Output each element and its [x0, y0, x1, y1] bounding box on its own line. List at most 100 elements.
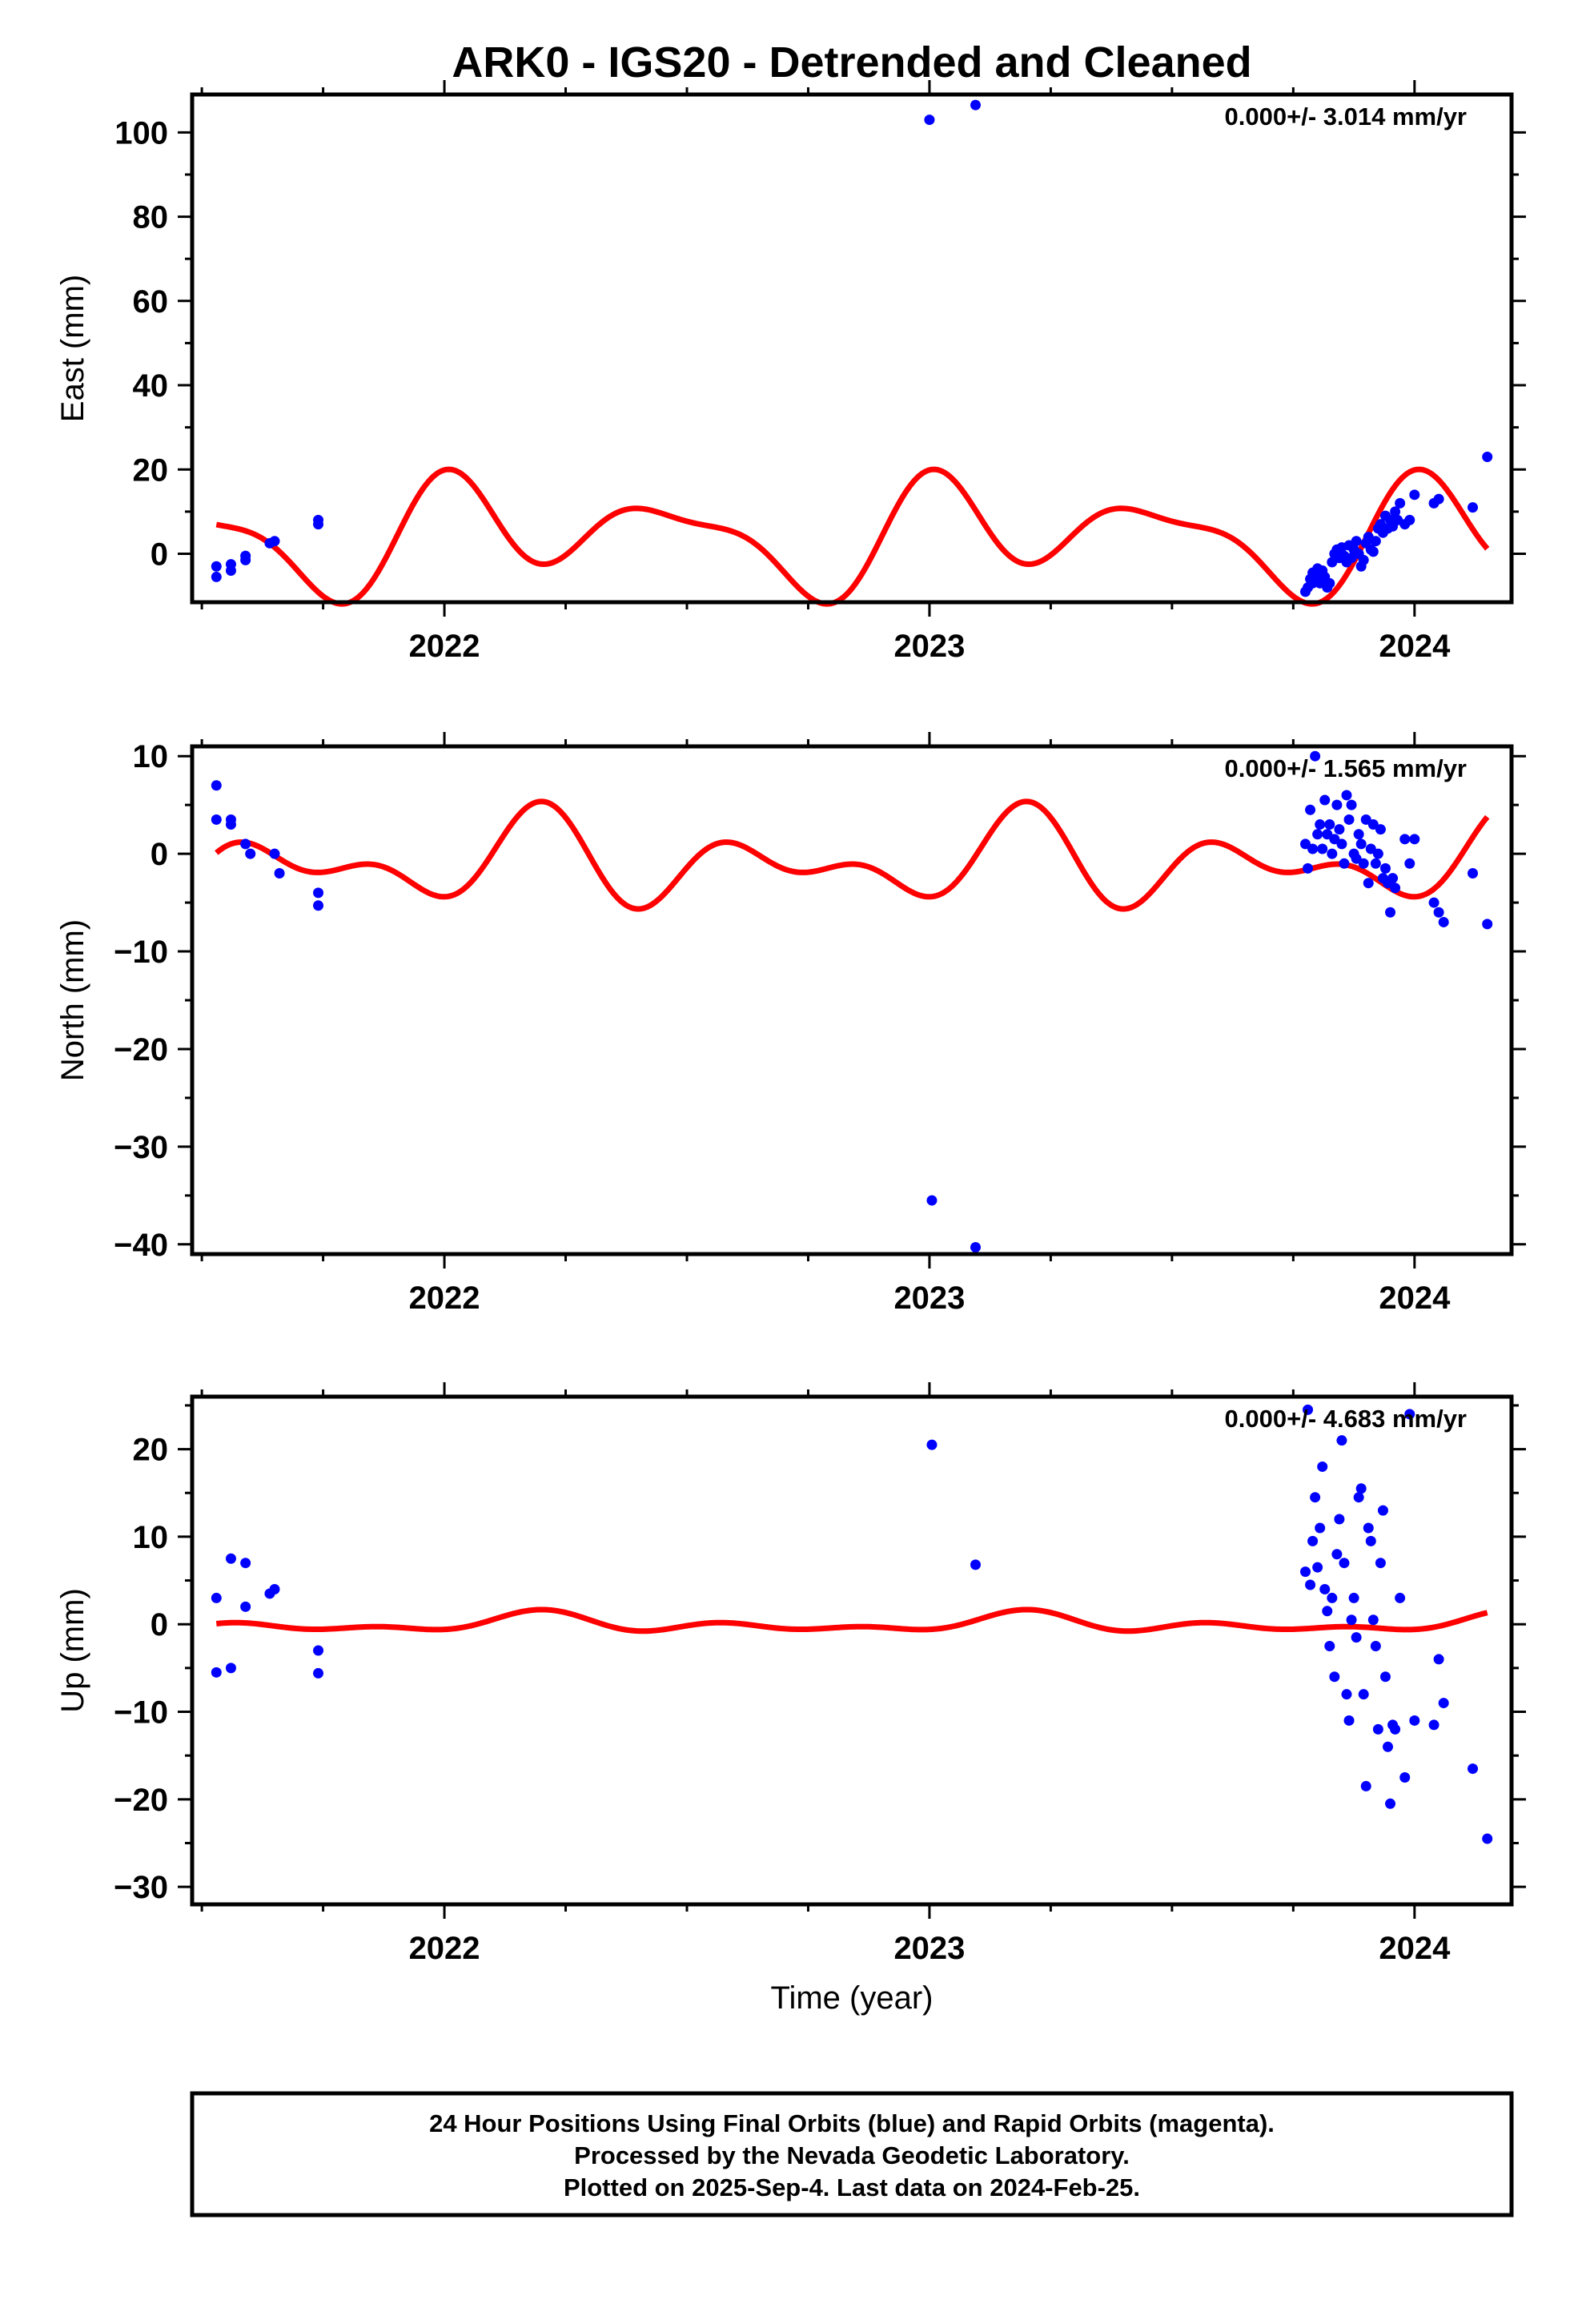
up-point: [1317, 1461, 1328, 1472]
north-point: [1305, 804, 1316, 815]
east-point: [1404, 514, 1415, 525]
up-point: [1324, 1641, 1335, 1652]
east-point: [211, 571, 222, 582]
north-rate-label: 0.000+/- 1.565 mm/yr: [1225, 754, 1467, 782]
north-point: [1370, 858, 1381, 869]
north-y-tick-label: −40: [114, 1228, 168, 1263]
east-point: [1482, 451, 1493, 462]
up-point: [1327, 1592, 1338, 1603]
up-frame: [190, 1394, 1514, 1907]
up-point: [1365, 1535, 1376, 1546]
north-x-tick-label: 2024: [1379, 1281, 1451, 1316]
up-point: [269, 1583, 280, 1594]
up-point: [225, 1553, 236, 1564]
footer-line-2: Processed by the Nevada Geodetic Laborat…: [574, 2141, 1130, 2169]
east-model-curve: [215, 466, 1490, 607]
north-point: [1409, 834, 1420, 845]
up-point: [313, 1645, 324, 1656]
north-point: [1353, 829, 1364, 840]
north-point: [1385, 907, 1396, 918]
up-point: [1379, 1671, 1391, 1683]
up-point: [1331, 1549, 1343, 1560]
north-point: [1428, 897, 1439, 908]
up-point: [1377, 1505, 1388, 1516]
up-point: [1334, 1514, 1345, 1525]
north-x-tick-label: 2023: [893, 1281, 965, 1316]
up-point: [240, 1558, 251, 1569]
up-point: [1409, 1715, 1420, 1726]
north-point: [1331, 799, 1343, 810]
north-point: [1334, 824, 1345, 835]
up-point: [211, 1667, 222, 1678]
panel-up: 2022 2023 2024 −30 −20 −10 0 10 20 Up (mm) 0.000+/…: [55, 1382, 1526, 1966]
up-point: [1348, 1592, 1359, 1603]
up-point: [1303, 1404, 1314, 1415]
north-point: [970, 1241, 981, 1252]
north-x-tick-label: 2022: [409, 1281, 480, 1316]
up-x-tick-label: 2023: [893, 1931, 965, 1966]
north-point: [240, 838, 251, 850]
footer-frame: [190, 2091, 1514, 2217]
up-y-tick-label: 0: [151, 1607, 168, 1642]
up-point: [1358, 1689, 1369, 1700]
footer-box: 24 Hour Positions Using Final Orbits (bl…: [190, 2091, 1514, 2217]
east-point: [240, 550, 251, 561]
north-point: [274, 868, 285, 879]
north-point: [1390, 883, 1401, 894]
east-point: [1468, 502, 1479, 513]
up-rate-label: 0.000+/- 4.683 mm/yr: [1225, 1405, 1467, 1433]
up-point: [1468, 1763, 1479, 1775]
up-point: [1372, 1723, 1383, 1735]
up-y-tick-label: 10: [133, 1520, 169, 1555]
panel-east: 2022 2023 2024 0 20 40 60 80 100 East (mm) 0.000+/…: [55, 80, 1526, 664]
up-point: [1370, 1641, 1381, 1652]
up-point: [1339, 1558, 1350, 1569]
east-point: [1358, 554, 1369, 565]
north-point: [1343, 814, 1355, 825]
up-y-tick-label: −30: [114, 1870, 168, 1905]
up-point: [1300, 1566, 1311, 1578]
up-point: [1399, 1772, 1411, 1783]
up-point: [240, 1601, 251, 1612]
up-model-curve: [215, 1606, 1488, 1634]
north-y-axis-label: North (mm): [55, 919, 90, 1081]
north-point: [211, 814, 222, 825]
north-point: [225, 819, 236, 830]
north-point: [245, 848, 256, 859]
north-point: [313, 887, 324, 899]
east-point: [1370, 536, 1381, 547]
up-point: [1385, 1798, 1396, 1809]
up-point: [1346, 1614, 1357, 1626]
east-x-tick-label: 2023: [893, 629, 965, 664]
up-point: [1438, 1698, 1449, 1709]
north-y-tick-label: 0: [151, 837, 168, 872]
up-point: [1307, 1535, 1319, 1546]
east-point: [211, 561, 222, 572]
north-point: [1315, 819, 1326, 830]
east-point: [924, 115, 935, 126]
north-point: [211, 780, 222, 791]
north-point: [1375, 824, 1386, 835]
east-rate-label: 0.000+/- 3.014 mm/yr: [1225, 103, 1467, 131]
footer-line-3: Plotted on 2025-Sep-4. Last data on 2024…: [564, 2173, 1140, 2201]
east-point: [1395, 497, 1406, 509]
east-point: [1324, 577, 1335, 589]
east-y-tick-label: 100: [114, 115, 168, 151]
up-y-tick-label: −10: [114, 1695, 168, 1731]
north-point: [1319, 794, 1331, 806]
chart-title: ARK0 - IGS20 - Detrended and Cleaned: [452, 38, 1251, 86]
north-point: [1399, 834, 1411, 845]
north-y-tick-label: −10: [114, 935, 168, 970]
east-y-axis-label: East (mm): [55, 275, 90, 422]
north-point: [1307, 843, 1319, 854]
panel-north: 2022 2023 2024 −40 −30 −20 −10 0 10 North (mm) 0.0…: [55, 732, 1526, 1316]
north-point: [1336, 838, 1347, 850]
north-point: [1438, 916, 1449, 927]
up-point: [1428, 1719, 1439, 1731]
north-point: [1379, 862, 1391, 874]
up-x-tick-label: 2024: [1379, 1931, 1451, 1966]
east-point: [1409, 489, 1420, 501]
up-point: [1375, 1558, 1386, 1569]
up-point: [1360, 1780, 1371, 1791]
